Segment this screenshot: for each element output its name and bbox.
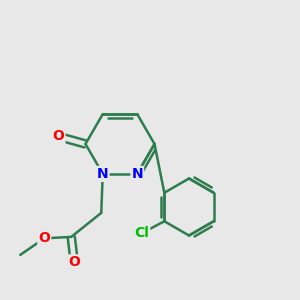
Text: N: N: [131, 167, 143, 181]
Text: O: O: [68, 255, 80, 269]
Text: N: N: [97, 167, 109, 181]
Text: O: O: [38, 231, 50, 245]
Text: Cl: Cl: [134, 226, 149, 240]
Text: O: O: [52, 130, 64, 143]
